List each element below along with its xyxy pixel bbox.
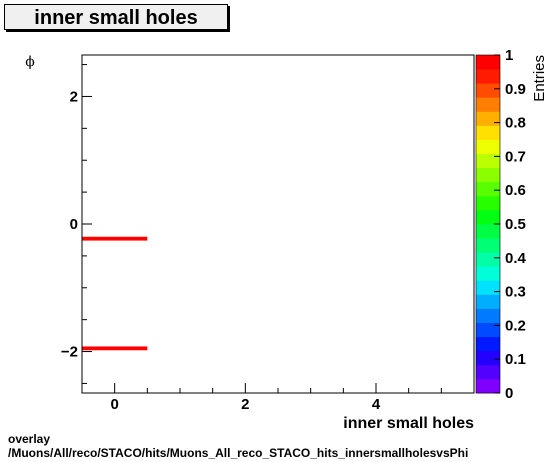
x-tick-label: 0 [110, 396, 118, 413]
colorbar-segment [476, 195, 500, 211]
colorbar-tick-label: 0.8 [505, 115, 526, 132]
chart-canvas: 0 2 4 −2 0 2 inner small holes ϕ 0 0.1 0.2 0.3 0.4 0.… [25, 47, 546, 430]
colorbar-segment [476, 224, 500, 239]
colorbar-tick-label: 1 [505, 47, 513, 64]
colorbar-tick-label: 0.7 [505, 148, 526, 165]
colorbar-segment [476, 69, 500, 84]
colorbar-segment [476, 111, 500, 126]
colorbar-tick-label: 0 [505, 385, 513, 402]
colorbar-segment [476, 252, 500, 267]
colorbar-segment [476, 280, 500, 295]
plot-frame [81, 54, 475, 394]
x-tick-label: 4 [372, 396, 381, 413]
colorbar-segment [476, 336, 500, 352]
colorbar-segment [476, 139, 500, 154]
y-axis-label: ϕ [25, 54, 35, 70]
x-tick-label: 2 [241, 396, 249, 413]
colorbar-tick-label: 0.4 [505, 250, 527, 267]
colorbar-tick-label: 0.1 [505, 351, 526, 368]
chart-title: inner small holes [34, 7, 198, 29]
colorbar-segment [476, 153, 500, 169]
heatmap-bin-1 [82, 346, 148, 351]
colorbar-segment [476, 238, 500, 253]
footer-line-1: overlay [8, 432, 51, 446]
colorbar-segment [476, 125, 500, 140]
colorbar-segment [476, 308, 500, 323]
colorbar-segment [476, 55, 500, 70]
colorbar-segment [476, 97, 500, 112]
colorbar-segment [476, 266, 500, 281]
y-tick-label: 2 [70, 88, 78, 105]
colorbar-tick-label: 0.5 [505, 216, 526, 233]
footer-line-2: /Muons/All/reco/STACO/hits/Muons_All_rec… [8, 446, 469, 460]
x-axis-label: inner small holes [343, 415, 474, 430]
colorbar-segment [476, 350, 500, 366]
title-box: inner small holes [4, 4, 228, 30]
heatmap-bin-0 [82, 236, 148, 241]
colorbar-segment [476, 181, 500, 197]
colorbar-tick-label: 0.9 [505, 81, 526, 98]
colorbar-label: Entries [531, 55, 546, 102]
y-tick-label: −2 [61, 344, 78, 361]
colorbar-segment [476, 378, 500, 394]
colorbar-segment [476, 322, 500, 338]
colorbar-tick-label: 0.2 [505, 317, 526, 334]
colorbar-segment [476, 209, 500, 225]
colorbar-tick-label: 0.6 [505, 182, 526, 199]
colorbar-segment [476, 364, 500, 380]
y-tick-label: 0 [70, 216, 78, 233]
colorbar-segment [476, 294, 500, 309]
colorbar-tick-label: 0.3 [505, 284, 526, 301]
colorbar-segment [476, 83, 500, 98]
colorbar-segment [476, 167, 500, 183]
